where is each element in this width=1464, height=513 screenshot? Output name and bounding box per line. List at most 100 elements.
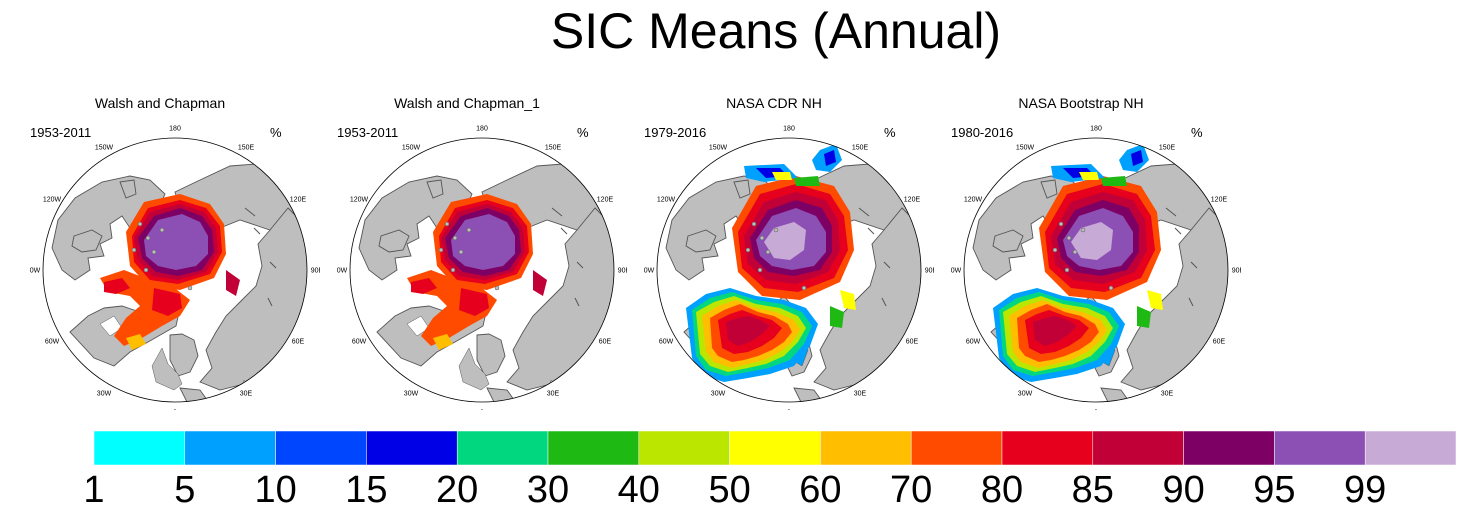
longitude-label: 120E bbox=[597, 197, 614, 204]
sea-ice-band bbox=[676, 388, 690, 402]
sea-ice-band bbox=[670, 382, 696, 402]
colorbar-swatch bbox=[638, 431, 730, 466]
map-content bbox=[964, 138, 1228, 402]
sea-ice-band bbox=[830, 306, 844, 328]
island bbox=[452, 235, 458, 241]
longitude-label: 120E bbox=[290, 197, 307, 204]
longitude-label: 60W bbox=[352, 339, 367, 346]
longitude-label: 150E bbox=[545, 145, 562, 152]
longitude-label: 120W bbox=[964, 197, 983, 204]
colorbar-swatch bbox=[1274, 431, 1366, 466]
longitude-label: 30W bbox=[97, 390, 112, 397]
polar-map: 180 150E 120E 90E 60E 30E 0 30W 60W 90W 120W 150W bbox=[644, 126, 934, 411]
island bbox=[751, 221, 757, 227]
island bbox=[159, 227, 165, 233]
land-mass bbox=[169, 333, 199, 377]
longitude-label: 150W bbox=[1016, 145, 1035, 152]
longitude-label: 180 bbox=[476, 126, 488, 133]
panel-unit: % bbox=[1191, 125, 1203, 140]
longitude-label: 150E bbox=[238, 145, 255, 152]
feature-patch bbox=[458, 347, 490, 391]
sea-ice-band bbox=[1131, 150, 1143, 166]
island bbox=[1072, 249, 1078, 255]
map-border bbox=[963, 137, 1229, 403]
sea-ice-band bbox=[1137, 306, 1151, 328]
map-content bbox=[43, 138, 307, 402]
longitude-label: 90E bbox=[925, 268, 934, 275]
longitude-label: 60W bbox=[966, 339, 981, 346]
longitude-label: 90W bbox=[644, 268, 655, 275]
map-border bbox=[42, 137, 308, 403]
colorbar-swatch bbox=[820, 431, 912, 466]
colorbar-swatch bbox=[1001, 431, 1094, 466]
island bbox=[444, 221, 450, 227]
island bbox=[1052, 247, 1058, 253]
colorbar-tick-label: 20 bbox=[436, 469, 479, 511]
colorbar-swatch bbox=[456, 431, 549, 466]
colorbar-swatch bbox=[184, 431, 276, 466]
island bbox=[1108, 285, 1114, 291]
land-mass bbox=[1040, 179, 1058, 199]
colorbar-swatch bbox=[1183, 431, 1275, 466]
colorbar-tick-label: 70 bbox=[890, 469, 933, 511]
longitude-label: 30W bbox=[711, 390, 726, 397]
panel-period: 1979-2016 bbox=[644, 125, 707, 140]
island bbox=[187, 285, 193, 291]
coastline bbox=[551, 207, 584, 307]
sea-ice-band bbox=[144, 214, 208, 270]
land-mass bbox=[71, 229, 103, 253]
map-content bbox=[350, 138, 614, 402]
island bbox=[1064, 267, 1070, 273]
panel-unit: % bbox=[884, 125, 896, 140]
polar-map: 180 150E 120E 90E 60E 30E 0 30W 60W 90W 120W 150W bbox=[30, 126, 320, 411]
sea-ice-band bbox=[840, 290, 856, 310]
island bbox=[151, 249, 157, 255]
figure-title: SIC Means (Annual) bbox=[550, 3, 1002, 59]
panel-unit: % bbox=[577, 125, 589, 140]
sea-ice-band bbox=[1079, 172, 1099, 180]
longitude-label: 180 bbox=[169, 126, 181, 133]
longitude-label: 120W bbox=[657, 197, 676, 204]
island bbox=[137, 221, 143, 227]
map-border bbox=[349, 137, 615, 403]
feature-patch bbox=[151, 347, 183, 391]
colorbar-tick-label: 40 bbox=[617, 469, 660, 511]
longitude-label: 90W bbox=[951, 268, 962, 275]
island bbox=[438, 247, 444, 253]
polar-map: 180 150E 120E 90E 60E 30E 0 30W 60W 90W 120W 150W bbox=[337, 126, 627, 411]
longitude-label: 0 bbox=[480, 410, 484, 411]
longitude-label: 0 bbox=[173, 410, 177, 411]
island bbox=[1058, 221, 1064, 227]
longitude-label: 60W bbox=[659, 339, 674, 346]
sea-ice-band bbox=[459, 288, 489, 316]
longitude-label: 150W bbox=[709, 145, 728, 152]
island bbox=[745, 247, 751, 253]
island bbox=[759, 235, 765, 241]
longitude-label: 30E bbox=[547, 390, 560, 397]
panel-walsh-chapman: Walsh and Chapman 1953-2011 % 180 150E 120… bbox=[30, 90, 320, 410]
longitude-label: 60E bbox=[906, 339, 919, 346]
colorbar-swatch bbox=[366, 431, 458, 466]
sea-ice-band bbox=[983, 388, 997, 402]
colorbar-swatch bbox=[275, 431, 367, 466]
land-mass bbox=[992, 229, 1024, 253]
longitude-label: 90E bbox=[311, 268, 320, 275]
panel-title: NASA CDR NH bbox=[726, 95, 822, 111]
colorbar-swatch bbox=[94, 431, 186, 466]
longitude-label: 90W bbox=[337, 268, 348, 275]
colorbar-swatch bbox=[729, 431, 821, 466]
panel-period: 1953-2011 bbox=[337, 125, 399, 140]
longitude-label: 90W bbox=[30, 268, 41, 275]
colorbar-tick-label: 5 bbox=[174, 469, 196, 511]
panel-unit: % bbox=[270, 125, 282, 140]
longitude-label: 30E bbox=[1161, 390, 1174, 397]
land-mass bbox=[733, 179, 751, 199]
colorbar-tick-label: 85 bbox=[1071, 469, 1114, 511]
colorbar-tick-label: 10 bbox=[254, 469, 297, 511]
longitude-label: 30E bbox=[240, 390, 253, 397]
island bbox=[773, 227, 779, 233]
colorbar-tick-label: 60 bbox=[799, 469, 842, 511]
longitude-label: 120W bbox=[350, 197, 369, 204]
longitude-label: 30W bbox=[1018, 390, 1033, 397]
panel-period: 1953-2011 bbox=[30, 125, 92, 140]
